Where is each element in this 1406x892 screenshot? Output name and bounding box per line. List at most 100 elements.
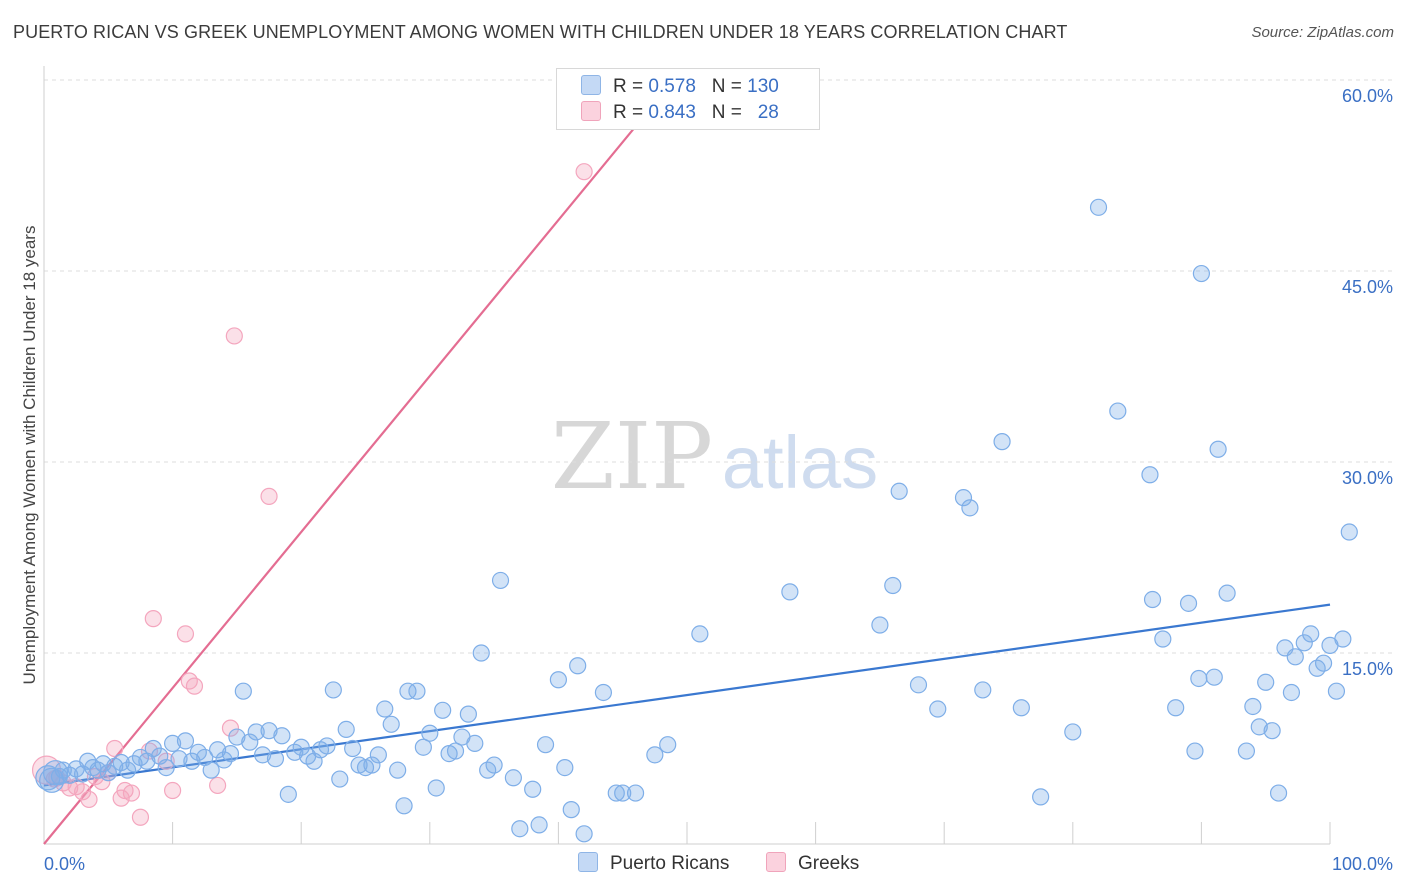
legend-n-value: 130 xyxy=(747,76,779,97)
point-puerto-ricans xyxy=(382,715,400,733)
point-puerto-ricans xyxy=(491,571,510,590)
point-puerto-ricans xyxy=(1295,634,1313,652)
point-puerto-ricans xyxy=(884,576,902,595)
point-puerto-ricans xyxy=(1250,718,1268,736)
point-puerto-ricans xyxy=(1179,594,1198,612)
point-puerto-ricans xyxy=(1334,630,1352,648)
point-puerto-ricans xyxy=(954,489,973,507)
trend-line-0 xyxy=(43,603,1331,787)
trend-line-1 xyxy=(43,94,663,845)
point-puerto-ricans xyxy=(363,756,381,774)
point-greeks xyxy=(225,327,243,345)
point-puerto-ricans xyxy=(318,737,336,755)
point-puerto-ricans xyxy=(1302,625,1320,643)
point-puerto-ricans xyxy=(511,820,529,838)
y-tick-label: 15.0% xyxy=(1342,659,1393,679)
legend-row-puerto-ricans: R = 0.578 N = 130 xyxy=(581,75,779,101)
point-puerto-ricans xyxy=(254,746,272,764)
point-puerto-ricans xyxy=(890,482,908,500)
bottom-legend-label: Greeks xyxy=(798,853,860,874)
point-puerto-ricans xyxy=(1269,784,1288,802)
point-puerto-ricans xyxy=(993,433,1011,451)
point-puerto-ricans xyxy=(504,769,522,787)
point-puerto-ricans xyxy=(427,779,445,797)
point-puerto-ricans xyxy=(183,752,201,770)
point-puerto-ricans xyxy=(1263,722,1281,740)
point-puerto-ricans xyxy=(266,750,285,768)
legend-n-value: 28 xyxy=(757,102,779,123)
point-puerto-ricans xyxy=(472,644,490,662)
point-greeks xyxy=(106,739,124,758)
point-puerto-ricans xyxy=(215,751,233,769)
point-puerto-ricans xyxy=(273,727,291,745)
point-puerto-ricans xyxy=(157,758,175,777)
bottom-legend-greeks: Greeks xyxy=(766,852,859,876)
point-puerto-ricans xyxy=(909,676,928,694)
point-puerto-ricans xyxy=(408,682,426,700)
point-puerto-ricans xyxy=(961,499,979,517)
point-puerto-ricans xyxy=(1205,668,1223,686)
point-puerto-ricans xyxy=(61,766,79,784)
watermark: ZIP atlas xyxy=(551,403,878,510)
point-puerto-ricans xyxy=(1143,590,1162,609)
y-tick-label: 45.0% xyxy=(1342,277,1393,297)
y-tick-label: 60.0% xyxy=(1342,86,1393,106)
point-puerto-ricans xyxy=(607,784,625,802)
point-puerto-ricans xyxy=(337,720,355,739)
point-puerto-ricans xyxy=(1141,466,1159,484)
point-puerto-ricans xyxy=(1012,699,1030,717)
point-puerto-ricans xyxy=(562,801,580,819)
bottom-legend-puerto-ricans: Puerto Ricans xyxy=(578,852,729,876)
legend-r-value: 0.578 xyxy=(648,76,696,97)
stats-legend: R = 0.578 N = 130 R = 0.843 N = 28 xyxy=(556,68,820,130)
point-puerto-ricans xyxy=(626,784,645,802)
point-puerto-ricans xyxy=(1327,682,1346,700)
point-puerto-ricans xyxy=(241,733,259,751)
point-puerto-ricans xyxy=(556,758,574,777)
point-puerto-ricans xyxy=(389,761,407,779)
point-puerto-ricans xyxy=(164,734,182,753)
point-puerto-ricans xyxy=(118,761,137,779)
point-puerto-ricans xyxy=(1167,699,1185,717)
axes xyxy=(43,66,1331,845)
point-greeks xyxy=(164,781,182,800)
x-tick-label: 100.0% xyxy=(1332,854,1393,874)
point-puerto-ricans xyxy=(1089,198,1108,216)
point-puerto-ricans xyxy=(1286,648,1304,666)
point-puerto-ricans xyxy=(369,746,387,764)
legend-n-label: N = xyxy=(711,102,742,123)
point-puerto-ricans xyxy=(594,683,613,702)
point-puerto-ricans xyxy=(125,755,143,773)
point-puerto-ricans xyxy=(1314,654,1333,672)
legend-n-label: N = xyxy=(711,76,742,97)
tick-labels: 15.0% 30.0% 45.0% 60.0% 0.0% 100.0% xyxy=(44,86,1393,874)
point-puerto-ricans xyxy=(170,750,188,768)
point-puerto-ricans xyxy=(1218,584,1236,602)
point-puerto-ricans xyxy=(974,681,992,699)
point-puerto-ricans xyxy=(209,741,227,759)
point-greeks xyxy=(185,677,204,695)
point-puerto-ricans xyxy=(1154,630,1172,648)
point-puerto-ricans xyxy=(395,797,413,815)
point-puerto-ricans xyxy=(1340,523,1358,541)
point-puerto-ricans xyxy=(446,742,465,760)
point-puerto-ricans xyxy=(247,723,265,741)
y-axis-label: Unemployment Among Women with Children U… xyxy=(20,226,39,685)
point-greeks xyxy=(209,776,227,795)
point-puerto-ricans xyxy=(176,732,195,750)
point-puerto-ricans xyxy=(549,671,568,689)
point-puerto-ricans xyxy=(324,681,342,699)
point-puerto-ricans xyxy=(781,583,799,601)
point-puerto-ricans xyxy=(485,756,503,774)
point-puerto-ricans xyxy=(260,722,278,740)
point-puerto-ricans xyxy=(279,785,297,803)
point-puerto-ricans xyxy=(1237,742,1256,760)
point-puerto-ricans xyxy=(399,682,417,700)
point-puerto-ricans xyxy=(524,780,542,798)
point-puerto-ricans xyxy=(614,784,632,802)
point-puerto-ricans xyxy=(1064,723,1082,741)
x-tick-label: 0.0% xyxy=(44,854,85,874)
source-label: Source: ZipAtlas.com xyxy=(1251,24,1394,41)
point-puerto-ricans xyxy=(466,734,484,753)
